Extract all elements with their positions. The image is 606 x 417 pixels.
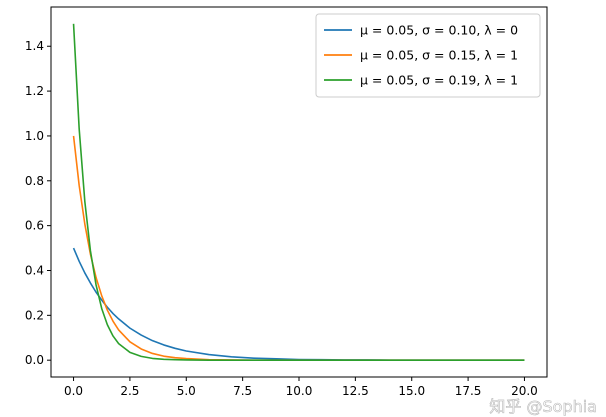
y-tick-label: 0.2 (25, 308, 44, 322)
y-tick-label: 1.0 (25, 129, 44, 143)
x-tick-label: 12.5 (342, 384, 369, 398)
y-axis-ticks: 0.0 0.2 0.4 0.6 0.8 1.0 1.2 1.4 (25, 39, 51, 367)
legend: μ = 0.05, σ = 0.10, λ = 0 μ = 0.05, σ = 0… (315, 13, 541, 98)
x-tick-label: 10.0 (286, 384, 313, 398)
x-tick-label: 7.5 (233, 384, 252, 398)
legend-label-3: μ = 0.05, σ = 0.19, λ = 1 (360, 73, 518, 88)
y-tick-label: 1.4 (25, 39, 44, 53)
x-tick-label: 2.5 (120, 384, 139, 398)
y-tick-label: 0.4 (25, 263, 44, 277)
legend-box (315, 13, 541, 98)
x-tick-label: 15.0 (398, 384, 425, 398)
y-tick-label: 0.6 (25, 219, 44, 233)
x-tick-label: 5.0 (177, 384, 196, 398)
y-tick-label: 0.8 (25, 174, 44, 188)
y-tick-label: 0.0 (25, 353, 44, 367)
watermark: 知乎 @Sophia (489, 397, 597, 416)
legend-label-2: μ = 0.05, σ = 0.15, λ = 1 (360, 48, 518, 63)
x-tick-label: 20.0 (511, 384, 538, 398)
x-tick-label: 17.5 (455, 384, 482, 398)
legend-label-1: μ = 0.05, σ = 0.10, λ = 0 (360, 23, 518, 38)
x-tick-label: 0.0 (64, 384, 83, 398)
x-axis-ticks: 0.0 2.5 5.0 7.5 10.0 12.5 15.0 17.5 20.0 (64, 377, 538, 398)
series-lines (72, 23, 525, 361)
series-line-3 (72, 23, 525, 361)
y-tick-label: 1.2 (25, 84, 44, 98)
